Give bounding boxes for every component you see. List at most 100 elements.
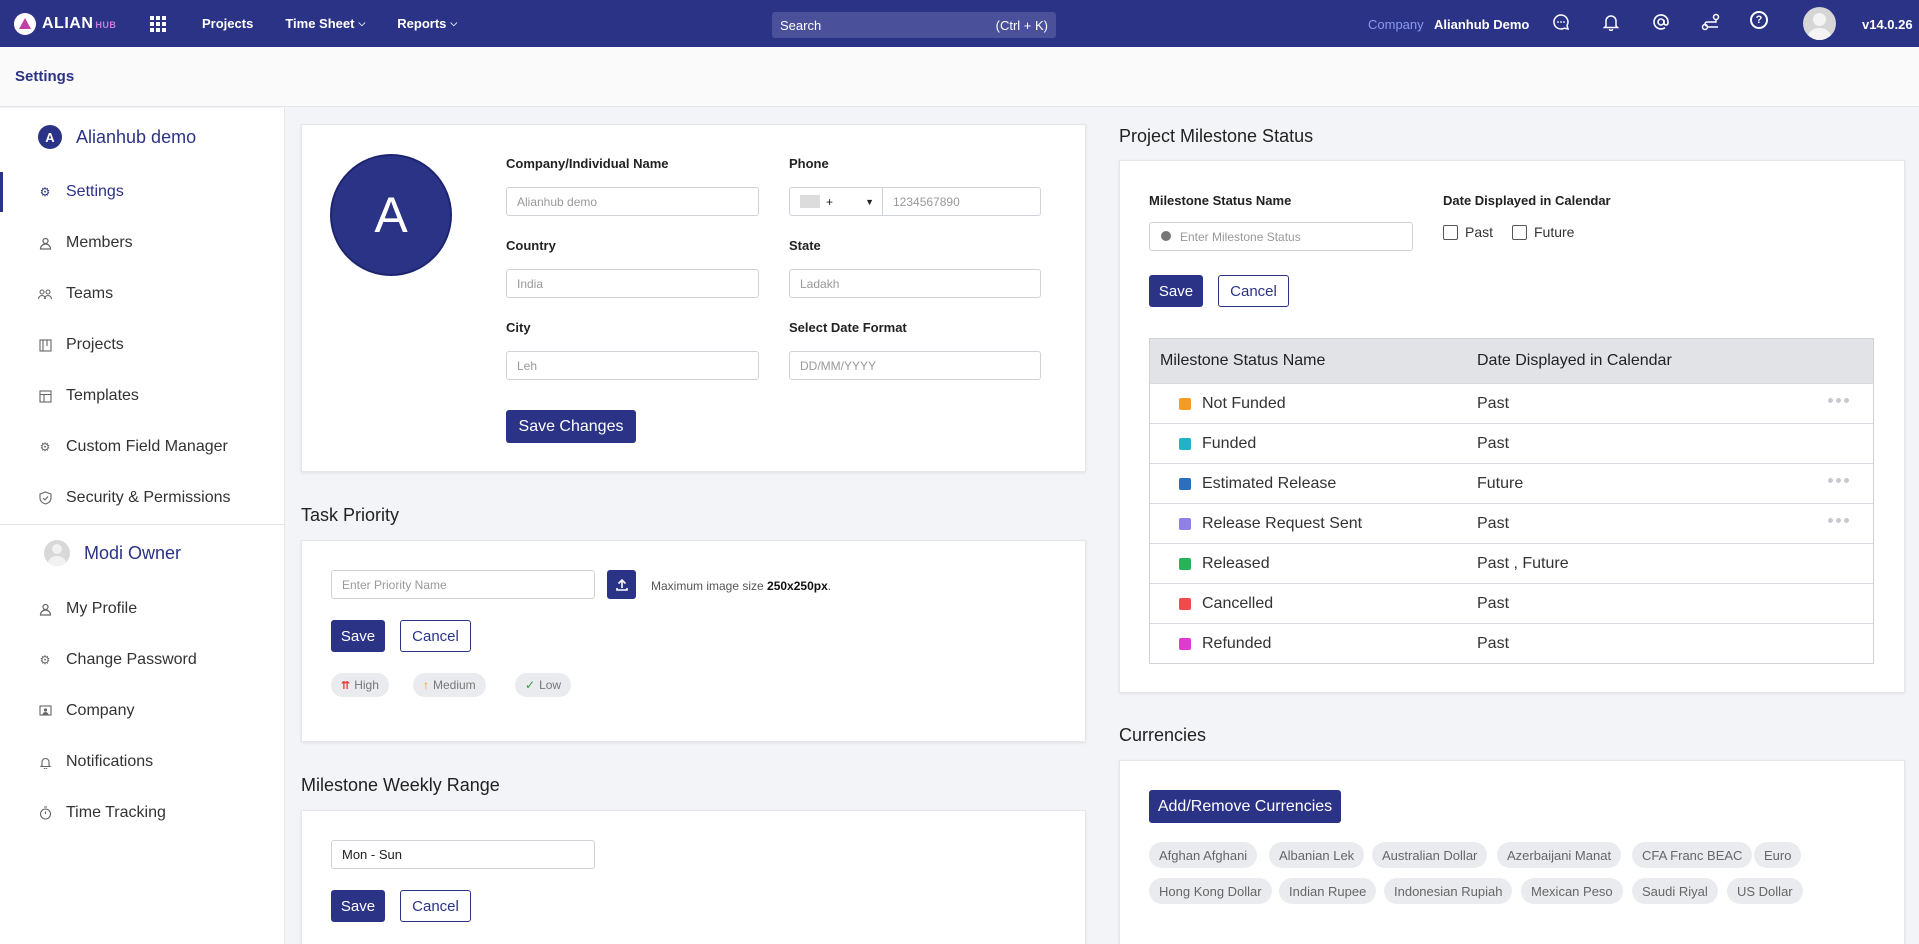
- milestone-status-title: Project Milestone Status: [1119, 126, 1314, 146]
- table-row[interactable]: Not Funded Past: [1150, 383, 1873, 423]
- route-icon[interactable]: [1700, 11, 1722, 33]
- page-title: Settings: [15, 68, 75, 85]
- milestone-name-input[interactable]: [1149, 222, 1413, 251]
- priority-chip-high[interactable]: ⇈ High: [331, 673, 389, 697]
- future-checkbox[interactable]: Future: [1512, 224, 1574, 240]
- state-label: State: [789, 238, 821, 253]
- gear-icon: ⚙: [39, 653, 51, 667]
- sidebar-item-my-profile[interactable]: My Profile: [0, 589, 285, 629]
- city-label: City: [506, 320, 531, 335]
- phone-country-code-select[interactable]: + ▼: [789, 187, 882, 216]
- status-color-swatch: [1179, 637, 1191, 650]
- table-row[interactable]: Estimated Release Future: [1150, 463, 1873, 503]
- user-header: Modi Owner: [44, 540, 181, 566]
- project-icon: [38, 338, 52, 352]
- priority-name-input[interactable]: [331, 570, 595, 599]
- company-avatar[interactable]: A: [330, 154, 452, 276]
- task-priority-title: Task Priority: [301, 505, 400, 525]
- table-row[interactable]: Cancelled Past: [1150, 583, 1873, 623]
- priority-chip-medium[interactable]: ↑ Medium: [413, 673, 486, 697]
- user-avatar[interactable]: [1803, 7, 1836, 40]
- sidebar-item-security[interactable]: Security & Permissions: [0, 478, 285, 518]
- nav-time-sheet[interactable]: Time Sheet ⌵: [285, 16, 366, 31]
- top-navigation-bar: ALIAN HUB Projects Time Sheet ⌵ Reports ⌵ S…: [0, 0, 1919, 47]
- more-options-icon[interactable]: [1828, 478, 1849, 483]
- person-icon: [38, 236, 52, 250]
- currency-chip: Indian Rupee: [1279, 878, 1377, 904]
- table-row[interactable]: Released Past , Future: [1150, 543, 1873, 583]
- column-header-calendar: Date Displayed in Calendar: [1477, 352, 1672, 369]
- help-icon[interactable]: ?: [1750, 11, 1768, 29]
- image-size-hint: Maximum image size 250x250px.: [651, 579, 832, 593]
- save-changes-button[interactable]: Save Changes: [506, 410, 636, 443]
- sidebar-item-settings[interactable]: ⚙ Settings: [0, 172, 285, 212]
- calendar-display-label: Date Displayed in Calendar: [1443, 193, 1611, 208]
- table-row[interactable]: Funded Past: [1150, 423, 1873, 463]
- priority-cancel-button[interactable]: Cancel: [400, 620, 471, 652]
- country-input[interactable]: [506, 269, 759, 298]
- status-color-swatch: [1179, 517, 1191, 530]
- currency-chip: Saudi Riyal: [1632, 878, 1718, 904]
- search-label: Search: [780, 17, 822, 33]
- milestone-weekly-title: Milestone Weekly Range: [301, 775, 500, 795]
- currency-chip: Azerbaijani Manat: [1497, 842, 1622, 868]
- page-header: Settings: [0, 47, 1919, 107]
- currencies-title: Currencies: [1119, 725, 1207, 745]
- phone-number-input[interactable]: [882, 187, 1041, 216]
- gear-icon: ⚙: [39, 440, 51, 454]
- apps-grid-icon[interactable]: [150, 15, 166, 32]
- weekly-save-button[interactable]: Save: [331, 890, 385, 922]
- mention-icon[interactable]: [1650, 11, 1672, 33]
- settings-sidebar: A Alianhub demo ⚙ Settings Members Teams …: [0, 108, 285, 944]
- more-options-icon[interactable]: [1828, 398, 1849, 403]
- weekly-cancel-button[interactable]: Cancel: [400, 890, 471, 922]
- template-icon: [38, 389, 52, 403]
- table-row[interactable]: Refunded Past: [1150, 623, 1873, 663]
- milestone-save-button[interactable]: Save: [1149, 275, 1203, 307]
- logo-text: ALIAN: [42, 14, 94, 32]
- sidebar-item-custom-field-manager[interactable]: ⚙ Custom Field Manager: [39, 438, 228, 455]
- past-checkbox[interactable]: Past: [1443, 224, 1493, 240]
- nav-reports[interactable]: Reports ⌵: [397, 16, 458, 31]
- sidebar-item-change-password[interactable]: ⚙ Change Password: [39, 651, 197, 668]
- state-input[interactable]: [789, 269, 1041, 298]
- add-remove-currencies-button[interactable]: Add/Remove Currencies: [1149, 790, 1341, 823]
- currency-chip: Mexican Peso: [1521, 878, 1623, 904]
- currency-chip: Albanian Lek: [1269, 842, 1365, 868]
- caret-down-icon: ▼: [865, 196, 874, 207]
- currency-chip: Afghan Afghani: [1149, 842, 1258, 868]
- table-row[interactable]: Release Request Sent Past: [1150, 503, 1873, 543]
- chat-icon[interactable]: [1550, 11, 1572, 33]
- company-switcher[interactable]: Alianhub Demo: [1434, 17, 1530, 32]
- more-options-icon[interactable]: [1828, 518, 1849, 523]
- date-format-select[interactable]: [789, 351, 1041, 380]
- milestone-status-table: Milestone Status Name Date Displayed in …: [1149, 338, 1874, 664]
- sidebar-item-projects[interactable]: Projects: [0, 325, 285, 365]
- company-name-input[interactable]: [506, 187, 759, 216]
- sidebar-item-company[interactable]: Company: [0, 691, 285, 731]
- sidebar-item-notifications[interactable]: Notifications: [0, 742, 285, 782]
- company-icon: [38, 704, 52, 718]
- chevron-down-icon: ⌵: [450, 18, 458, 28]
- bell-icon[interactable]: [1600, 11, 1622, 33]
- sidebar-item-members[interactable]: Members: [0, 223, 285, 263]
- color-dot-icon[interactable]: [1161, 231, 1171, 241]
- sidebar-item-teams[interactable]: Teams: [0, 274, 285, 314]
- double-chevron-up-icon: ⇈: [341, 679, 351, 692]
- priority-save-button[interactable]: Save: [331, 620, 385, 652]
- arrow-up-icon: ↑: [423, 678, 429, 692]
- user-avatar-small: [44, 540, 70, 566]
- top-icon-group: ?: [1550, 11, 1768, 33]
- status-color-swatch: [1179, 597, 1191, 610]
- priority-chip-low[interactable]: ✓ Low: [515, 673, 572, 697]
- app-logo[interactable]: ALIAN HUB: [14, 12, 134, 35]
- city-input[interactable]: [506, 351, 759, 380]
- global-search[interactable]: Search (Ctrl + K): [772, 12, 1056, 38]
- sidebar-item-time-tracking[interactable]: Time Tracking: [0, 793, 285, 833]
- sidebar-item-templates[interactable]: Templates: [0, 376, 285, 416]
- weekly-range-select[interactable]: [331, 840, 595, 869]
- milestone-cancel-button[interactable]: Cancel: [1218, 275, 1289, 307]
- nav-projects[interactable]: Projects: [202, 16, 254, 31]
- sidebar-divider: [0, 524, 285, 525]
- upload-icon[interactable]: [607, 570, 636, 599]
